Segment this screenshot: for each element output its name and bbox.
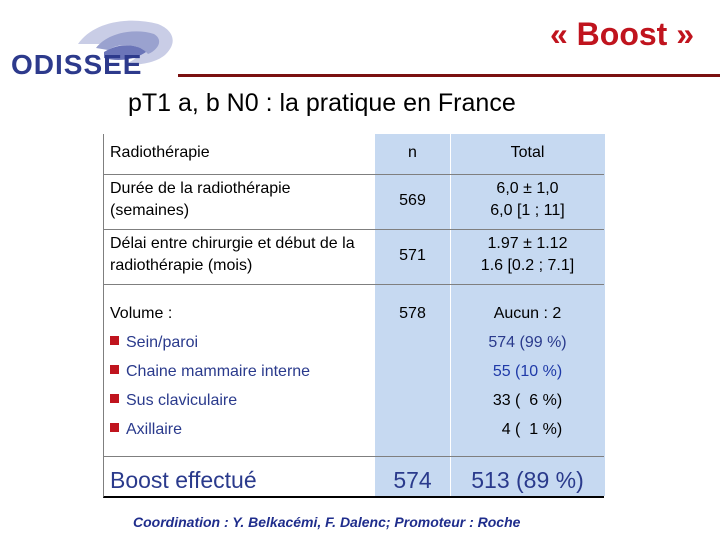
results-table: Radiothérapie n Total Durée de la radiot… xyxy=(103,134,605,498)
volume-label: Volume : xyxy=(110,305,173,322)
volume-value-axillaire: 4 ( 1 %) xyxy=(492,421,563,438)
volume-item-cmi: Chaine mammaire interne xyxy=(110,357,370,386)
volume-block: Volume : Sein/paroi Chaine mammaire inte… xyxy=(110,299,370,444)
row-duration-label: Durée de la radiothérapie (semaines) xyxy=(110,180,291,219)
title-divider xyxy=(178,74,720,77)
row-separator xyxy=(104,229,604,230)
slide-subtitle: pT1 a, b N0 : la pratique en France xyxy=(128,89,516,117)
square-bullet-icon xyxy=(110,394,119,404)
volume-value-sus-clav: 33 ( 6 %) xyxy=(492,392,563,409)
volume-none: Aucun : 2 xyxy=(493,305,562,322)
row-delay-total: 1.97 ± 1.12 1.6 [0.2 ; 7.1] xyxy=(480,235,575,274)
row-separator xyxy=(104,284,604,285)
logo-text: ODISSEE xyxy=(11,49,142,80)
volume-item-axillaire: Axillaire xyxy=(110,415,370,444)
odissee-logo: ODISSEE xyxy=(8,14,180,80)
header-total: Total xyxy=(510,144,545,161)
n-column-fill xyxy=(375,134,450,496)
volume-item-sus-clav: Sus claviculaire xyxy=(110,386,370,415)
volume-value-cmi: 55 (10 %) xyxy=(492,363,563,380)
footer-credits: Coordination : Y. Belkacémi, F. Dalenc; … xyxy=(133,514,521,530)
volume-list: Sein/paroi Chaine mammaire interne Sus c… xyxy=(110,328,370,444)
total-column-fill xyxy=(450,134,605,496)
volume-item-sein: Sein/paroi xyxy=(110,328,370,357)
row-delay-n: 571 xyxy=(399,247,426,264)
row-delay-label: Délai entre chirurgie et début de la rad… xyxy=(110,235,355,274)
column-divider xyxy=(450,134,451,496)
boost-n: 574 xyxy=(393,467,432,493)
row-separator xyxy=(104,174,604,175)
square-bullet-icon xyxy=(110,423,119,433)
boost-label: Boost effectué xyxy=(110,467,257,493)
square-bullet-icon xyxy=(110,336,119,346)
row-separator xyxy=(104,456,604,457)
header-n: n xyxy=(408,144,417,161)
volume-values: Aucun : 2 574 (99 %) 55 (10 %) 33 ( 6 %)… xyxy=(450,299,605,444)
volume-n: 578 xyxy=(399,305,426,322)
boost-total: 513 (89 %) xyxy=(471,467,584,493)
row-duration-n: 569 xyxy=(399,192,426,209)
slide-title: « Boost » xyxy=(549,16,694,52)
row-duration-total: 6,0 ± 1,0 6,0 [1 ; 11] xyxy=(490,180,565,219)
header-label: Radiothérapie xyxy=(110,144,210,161)
square-bullet-icon xyxy=(110,365,119,375)
volume-value-sein: 574 (99 %) xyxy=(488,334,567,351)
